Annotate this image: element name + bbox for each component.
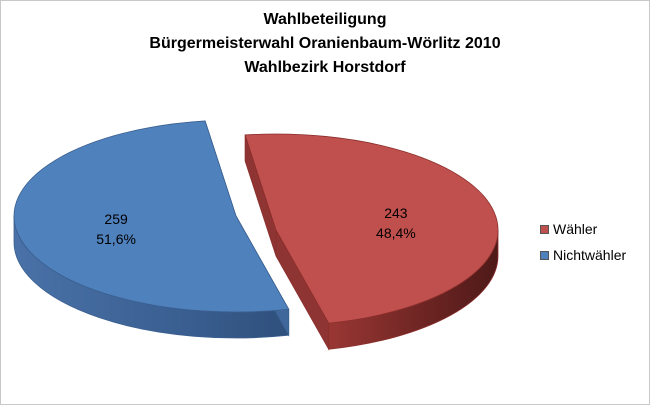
data-label-value-waehler: 243 <box>384 205 408 221</box>
data-label-percent-nichtwaehler: 51,6% <box>96 231 136 247</box>
chart-title-line-2: Bürgermeisterwahl Oranienbaum-Wörlitz 20… <box>149 35 501 52</box>
legend-item-nichtwaehler: Nichtwähler <box>540 244 626 266</box>
chart-title-line-1: Wahlbeteiligung <box>263 11 387 28</box>
pie-slice-waehler <box>244 133 499 351</box>
pie-top-waehler <box>244 133 499 324</box>
data-label-value-nichtwaehler: 259 <box>104 211 128 227</box>
legend-swatch-waehler <box>540 224 549 234</box>
pie-slice-nichtwaehler <box>13 120 290 339</box>
pie-top-nichtwaehler <box>13 120 290 313</box>
legend-swatch-nichtwaehler <box>540 250 549 260</box>
legend: Wähler Nichtwähler <box>540 218 626 270</box>
legend-item-waehler: Wähler <box>540 218 626 240</box>
legend-label-waehler: Wähler <box>553 221 598 237</box>
data-label-percent-waehler: 48,4% <box>376 225 416 241</box>
legend-label-nichtwaehler: Nichtwähler <box>553 247 627 263</box>
chart-title: Wahlbeteiligung Bürgermeisterwahl Oranie… <box>0 8 650 80</box>
chart-title-line-3: Wahlbezirk Horstdorf <box>244 59 406 76</box>
